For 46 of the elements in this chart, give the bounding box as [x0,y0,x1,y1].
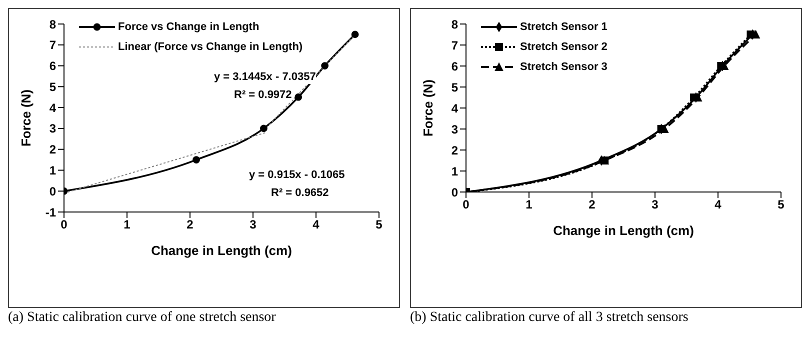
x-axis-title: Change in Length (cm) [553,223,694,238]
y-tick-label: 1 [49,163,56,178]
x-tick-label: 4 [714,198,722,212]
y-axis-title: Force (N) [420,79,436,137]
legend-label: Stretch Sensor 3 [520,61,608,73]
annotation: y = 0.915x - 0.1065 [249,169,345,182]
x-tick-label: 1 [526,198,533,212]
y-tick-label: 3 [49,122,56,136]
x-tick-label: 5 [376,218,383,232]
text: (b) Static calibration curve of all 3 stretch sensors [410,310,690,326]
y-tick-label: 4 [49,100,56,115]
annotation: y = 3.1445x - 7.0357 [214,71,316,84]
x-axis-title: Change in Length (cm) [151,243,292,258]
legend-label: Linear (Force vs Change in Length) [118,41,303,53]
y-tick-label: 7 [49,38,56,52]
y-axis-title: Force (N) [18,89,34,147]
y-tick-label: 6 [49,59,56,74]
y-tick-label: 7 [451,38,458,52]
y-tick-label: 2 [451,143,458,158]
annotation: R² = 0.9972 [234,89,292,102]
y-tick-label: 1 [451,164,458,178]
y-tick-label: 8 [49,17,56,32]
x-tick-label: 0 [462,198,470,212]
text: (a) Static calibration curve of one stretch sensor [8,310,277,326]
legend-label: Stretch Sensor 1 [520,21,608,33]
legend-label: Stretch Sensor 2 [520,41,608,53]
legend-label: Force vs Change in Length [118,21,260,33]
x-tick-label: 3 [652,198,659,212]
x-tick-label: 5 [778,198,785,212]
x-tick-label: 3 [250,218,257,232]
y-tick-label: 8 [451,17,458,32]
y-tick-label: 2 [49,142,56,157]
x-tick-label: 2 [588,198,596,212]
x-tick-label: 2 [186,218,194,232]
x-tick-label: 4 [312,218,320,232]
y-tick-label: 6 [451,59,458,74]
y-tick-label: 0 [49,184,56,198]
y-tick-label: 0 [451,185,458,200]
y-tick-label: 3 [451,122,458,136]
y-tick-label: 4 [451,101,458,116]
x-tick-label: 0 [60,218,68,232]
y-tick-label: 5 [49,80,56,94]
annotation: R² = 0.9652 [271,187,329,200]
y-tick-label: -1 [45,205,56,220]
x-tick-label: 1 [124,218,131,232]
y-tick-label: 5 [451,80,458,94]
